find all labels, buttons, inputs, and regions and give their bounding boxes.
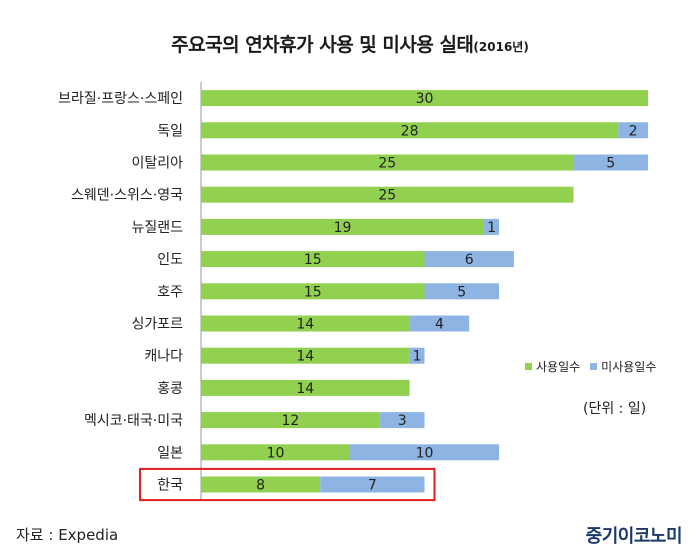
category-label: 인도: [157, 252, 183, 268]
legend-item-unused: 미사용일수: [590, 358, 656, 375]
data-label: 1: [487, 220, 496, 236]
data-label: 7: [368, 478, 377, 494]
bar-unused: [424, 283, 499, 300]
data-label: 28: [401, 123, 419, 139]
bar-unused: [573, 154, 648, 171]
category-label: 싱가포르: [131, 317, 183, 333]
category-label: 캐나다: [144, 349, 183, 365]
data-label: 4: [435, 317, 444, 333]
category-label: 뉴질랜드: [131, 220, 183, 236]
data-label: 2: [629, 123, 638, 139]
legend-item-used: 사용일수: [525, 358, 580, 375]
legend: 사용일수 미사용일수: [525, 358, 656, 375]
bar-used: [201, 154, 574, 171]
bar-unused: [484, 218, 499, 235]
data-label: 25: [378, 188, 396, 204]
bar-unused: [379, 412, 425, 429]
data-label: 10: [267, 445, 285, 461]
data-label: 3: [398, 413, 407, 429]
category-label: 이탈리아: [131, 156, 183, 172]
chart-title: 주요국의 연차휴가 사용 및 미사용 실태(2016년): [0, 30, 700, 57]
highlight-box: [139, 467, 436, 502]
data-label: 8: [256, 478, 265, 494]
unit-note: (단위 : 일): [583, 401, 647, 417]
bar-unused: [350, 444, 499, 461]
bar-unused: [409, 347, 425, 364]
source-note: 자료 : Expedia: [16, 526, 119, 544]
data-label: 14: [296, 381, 314, 397]
data-label: 19: [334, 220, 352, 236]
bar-used: [201, 347, 410, 364]
category-label: 멕시코·태국·미국: [84, 413, 183, 429]
category-label: 일본: [157, 445, 183, 461]
data-label: 6: [465, 252, 474, 268]
chart-title-text: 주요국의 연차휴가 사용 및 미사용 실태: [171, 34, 474, 56]
category-label: 한국: [157, 478, 183, 494]
legend-label-used: 사용일수: [536, 360, 581, 374]
data-label: 14: [296, 349, 314, 365]
category-label: 독일: [157, 123, 183, 139]
category-label: 스웨덴·스위스·영국: [71, 188, 183, 204]
data-label: 15: [304, 252, 322, 268]
bar-used: [201, 379, 410, 396]
data-label: 30: [416, 91, 434, 107]
data-label: 12: [281, 413, 299, 429]
bar-used: [201, 476, 321, 493]
bar-unused: [320, 476, 425, 493]
legend-swatch-used: [525, 363, 532, 370]
data-label: 1: [413, 349, 422, 365]
bar-unused: [424, 251, 514, 268]
category-label: 브라질·프랑스·스페인: [58, 91, 183, 107]
category-label: 호주: [157, 284, 183, 300]
data-label: 14: [296, 317, 314, 333]
bar-used: [201, 218, 485, 235]
bar-unused: [409, 315, 470, 332]
bar-used: [201, 251, 425, 268]
legend-label-unused: 미사용일수: [601, 360, 657, 374]
bar-used: [201, 122, 619, 139]
data-label: 10: [416, 445, 434, 461]
data-label: 5: [606, 156, 615, 172]
data-label: 25: [378, 156, 396, 172]
category-label: 홍콩: [157, 381, 183, 397]
bar-used: [201, 186, 574, 203]
bar-used: [201, 412, 380, 429]
legend-swatch-unused: [590, 363, 598, 370]
bar-used: [201, 283, 425, 300]
bar-used: [201, 444, 350, 461]
bar-used: [201, 315, 410, 332]
data-label: 5: [457, 284, 466, 300]
data-label: 15: [304, 284, 322, 300]
bar-unused: [618, 122, 648, 139]
brand-logo: 중기이코노미: [585, 526, 683, 547]
bar-used: [201, 90, 648, 107]
chart-title-year: (2016년): [473, 40, 529, 54]
